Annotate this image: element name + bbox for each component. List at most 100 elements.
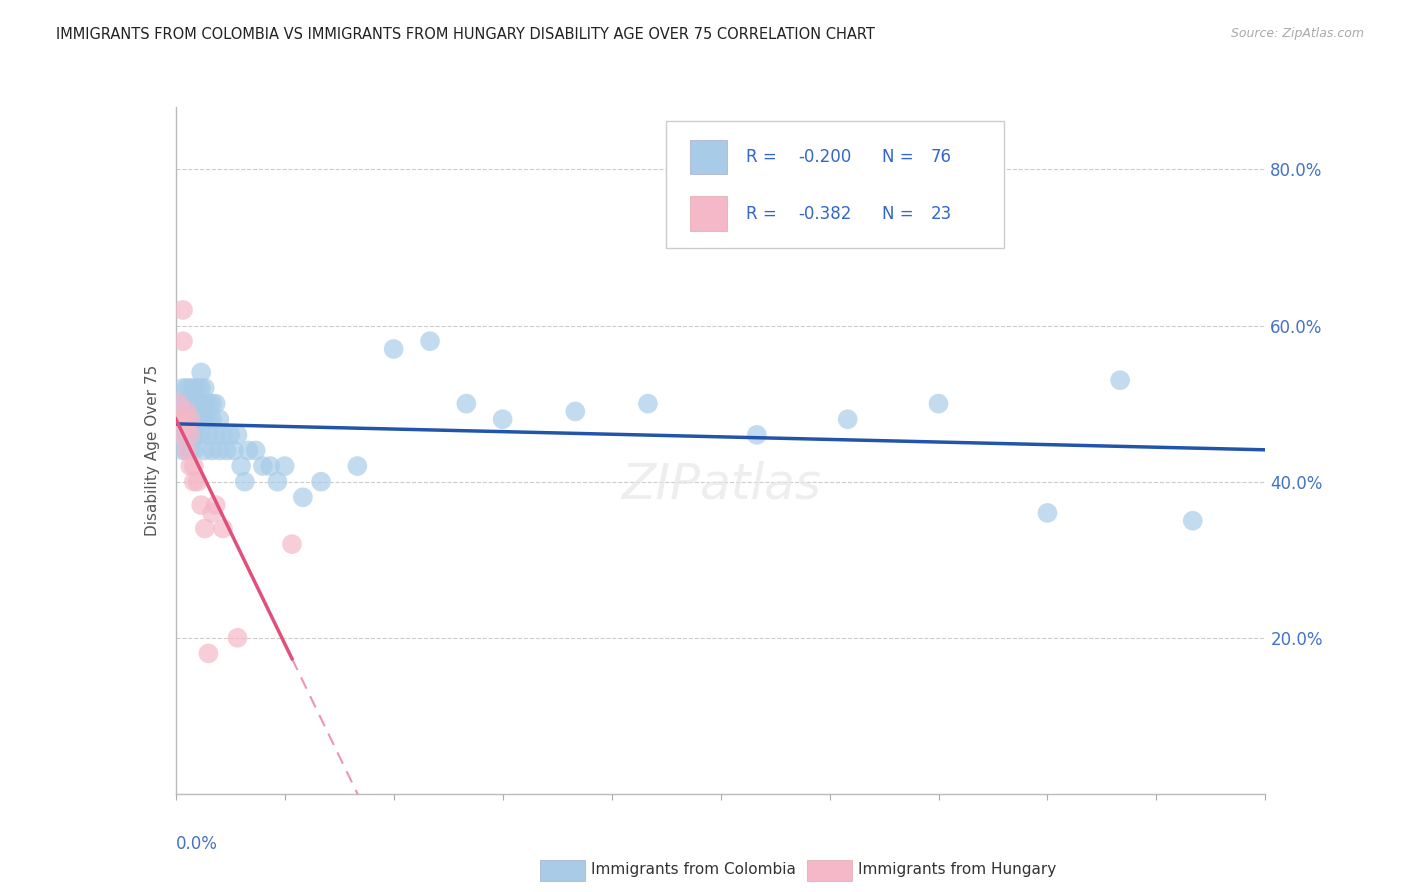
Point	[197, 412, 219, 426]
Point	[172, 420, 194, 434]
Text: Immigrants from Hungary: Immigrants from Hungary	[858, 863, 1056, 877]
Point	[176, 427, 198, 442]
Point	[564, 404, 586, 418]
Point	[176, 412, 198, 426]
Point	[179, 412, 201, 426]
Point	[179, 427, 201, 442]
Point	[172, 396, 194, 410]
Point	[176, 427, 198, 442]
Point	[204, 396, 226, 410]
Text: -0.200: -0.200	[799, 148, 851, 166]
Point	[201, 443, 224, 458]
Point	[176, 404, 198, 418]
Point	[176, 381, 198, 395]
Point	[238, 443, 260, 458]
Point	[197, 646, 219, 660]
Text: -0.382: -0.382	[799, 204, 851, 222]
Text: N =: N =	[882, 148, 918, 166]
Text: Immigrants from Colombia: Immigrants from Colombia	[591, 863, 796, 877]
Text: 0.0%: 0.0%	[176, 835, 218, 853]
Point	[194, 381, 217, 395]
Point	[291, 490, 314, 504]
Point	[190, 381, 212, 395]
Point	[186, 427, 209, 442]
Point	[183, 381, 205, 395]
Point	[169, 396, 191, 410]
Point	[215, 443, 238, 458]
Point	[219, 427, 242, 442]
Text: R =: R =	[745, 204, 782, 222]
Point	[183, 475, 205, 489]
Point	[186, 412, 209, 426]
Point	[745, 427, 768, 442]
Point	[179, 396, 201, 410]
Point	[183, 396, 205, 410]
Point	[197, 396, 219, 410]
Point	[201, 412, 224, 426]
FancyBboxPatch shape	[690, 196, 727, 231]
Y-axis label: Disability Age Over 75: Disability Age Over 75	[145, 365, 160, 536]
Point	[245, 443, 267, 458]
Point	[186, 475, 209, 489]
Point	[259, 458, 281, 473]
Text: ZIPatlas: ZIPatlas	[620, 461, 821, 508]
Point	[212, 521, 235, 535]
FancyBboxPatch shape	[690, 140, 727, 174]
Point	[928, 396, 950, 410]
Point	[1036, 506, 1059, 520]
Point	[419, 334, 441, 348]
Point	[176, 443, 198, 458]
Point	[172, 443, 194, 458]
Point	[208, 443, 231, 458]
Point	[1109, 373, 1132, 387]
Point	[169, 412, 191, 426]
Point	[231, 458, 253, 473]
Point	[222, 443, 245, 458]
Point	[212, 427, 235, 442]
Point	[274, 458, 297, 473]
Point	[194, 396, 217, 410]
Point	[179, 427, 201, 442]
Point	[172, 412, 194, 426]
Point	[183, 458, 205, 473]
Point	[183, 412, 205, 426]
Point	[194, 443, 217, 458]
Point	[190, 498, 212, 512]
Point	[179, 381, 201, 395]
Point	[176, 396, 198, 410]
Point	[346, 458, 368, 473]
Point	[492, 412, 515, 426]
Point	[169, 427, 191, 442]
Point	[179, 458, 201, 473]
Point	[169, 396, 191, 410]
Point	[179, 412, 201, 426]
Point	[169, 412, 191, 426]
Point	[176, 443, 198, 458]
Text: IMMIGRANTS FROM COLOMBIA VS IMMIGRANTS FROM HUNGARY DISABILITY AGE OVER 75 CORRE: IMMIGRANTS FROM COLOMBIA VS IMMIGRANTS F…	[56, 27, 875, 42]
Point	[382, 342, 405, 356]
Point	[233, 475, 256, 489]
Point	[190, 412, 212, 426]
Point	[186, 396, 209, 410]
Point	[179, 443, 201, 458]
Point	[194, 412, 217, 426]
Point	[201, 396, 224, 410]
Point	[204, 498, 226, 512]
Point	[194, 521, 217, 535]
Point	[186, 381, 209, 395]
Point	[172, 381, 194, 395]
Point	[172, 302, 194, 317]
Point	[172, 334, 194, 348]
Point	[176, 420, 198, 434]
Point	[190, 427, 212, 442]
Point	[252, 458, 274, 473]
Text: 76: 76	[931, 148, 952, 166]
Point	[281, 537, 304, 551]
Point	[179, 412, 201, 426]
Text: Source: ZipAtlas.com: Source: ZipAtlas.com	[1230, 27, 1364, 40]
Point	[183, 443, 205, 458]
Point	[197, 427, 219, 442]
Point	[456, 396, 478, 410]
Point	[190, 366, 212, 380]
Point	[1181, 514, 1204, 528]
